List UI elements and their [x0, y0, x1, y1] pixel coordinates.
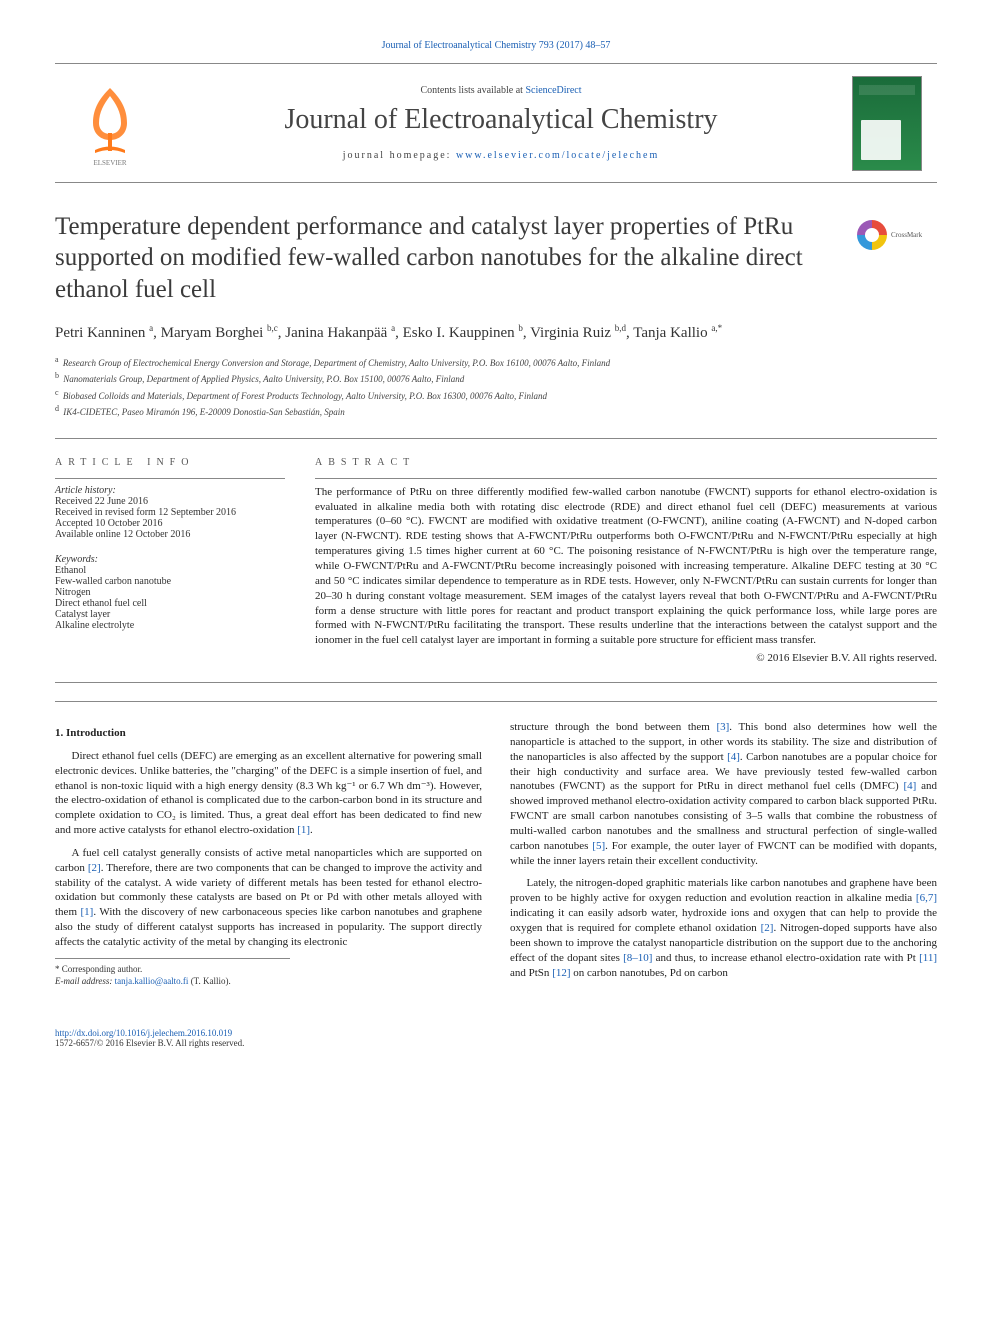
masthead: ELSEVIER Contents lists available at Sci… [55, 63, 937, 183]
p4-text-d: and thus, to increase ethanol electro-ox… [652, 952, 919, 964]
homepage-prefix: journal homepage: [343, 150, 456, 161]
history-line-1: Received in revised form 12 September 20… [55, 507, 285, 518]
keyword-3: Direct ethanol fuel cell [55, 598, 285, 609]
ref-link-67[interactable]: [6,7] [916, 892, 937, 904]
issn-copyright: 1572-6657/© 2016 Elsevier B.V. All right… [55, 1038, 244, 1048]
wide-rule [55, 701, 937, 702]
email-suffix: (T. Kallio). [188, 976, 230, 986]
history-label: Article history: [55, 485, 116, 496]
authors-line: Petri Kanninen a, Maryam Borghei b,c, Ja… [55, 323, 937, 342]
ref-link-1b[interactable]: [1] [81, 906, 94, 918]
intro-para-2: A fuel cell catalyst generally consists … [55, 846, 482, 950]
keyword-4: Catalyst layer [55, 609, 285, 620]
affiliation-d: d IK4-CIDETEC, Paseo Miramón 196, E-2000… [55, 403, 937, 420]
svg-text:ELSEVIER: ELSEVIER [93, 159, 126, 167]
corresponding-author: * Corresponding author. [55, 963, 290, 975]
citation-link[interactable]: Journal of Electroanalytical Chemistry 7… [382, 40, 611, 51]
doi-block: http://dx.doi.org/10.1016/j.jelechem.201… [55, 1028, 937, 1048]
email-link[interactable]: tanja.kallio@aalto.fi [115, 976, 189, 986]
intro-para-1: Direct ethanol fuel cells (DEFC) are eme… [55, 749, 482, 838]
journal-cover-thumbnail [852, 76, 922, 171]
footnotes: * Corresponding author. E-mail address: … [55, 958, 290, 987]
ref-link-4[interactable]: [4] [727, 751, 740, 763]
rule-below-abstract [55, 682, 937, 683]
doi-link[interactable]: http://dx.doi.org/10.1016/j.jelechem.201… [55, 1028, 232, 1038]
crossmark-badge[interactable]: CrossMark [857, 215, 937, 255]
section-heading-intro: 1. Introduction [55, 726, 482, 741]
email-line: E-mail address: tanja.kallio@aalto.fi (T… [55, 976, 231, 986]
email-label: E-mail address: [55, 976, 115, 986]
abstract: abstract The performance of PtRu on thre… [315, 457, 937, 664]
abstract-copyright: © 2016 Elsevier B.V. All rights reserved… [315, 652, 937, 664]
article-title: Temperature dependent performance and ca… [55, 211, 857, 305]
intro-para-4: Lately, the nitrogen-doped graphitic mat… [510, 876, 937, 980]
masthead-center: Contents lists available at ScienceDirec… [165, 77, 837, 169]
history-line-0: Received 22 June 2016 [55, 496, 285, 507]
contents-line: Contents lists available at ScienceDirec… [165, 85, 837, 96]
ref-link-5[interactable]: [5] [592, 840, 605, 852]
journal-name: Journal of Electroanalytical Chemistry [165, 104, 837, 136]
keyword-0: Ethanol [55, 565, 285, 576]
p4-text-a: Lately, the nitrogen-doped graphitic mat… [510, 877, 937, 904]
sciencedirect-link[interactable]: ScienceDirect [525, 85, 581, 96]
p1-text-b: . [310, 824, 313, 836]
info-abstract-row: article info Article history: Received 2… [55, 457, 937, 664]
title-block: Temperature dependent performance and ca… [55, 211, 937, 305]
keyword-1: Few-walled carbon nanotube [55, 576, 285, 587]
p4-text-f: on carbon nanotubes, Pd on carbon [571, 967, 728, 979]
page-root: Journal of Electroanalytical Chemistry 7… [0, 0, 992, 1078]
contents-prefix: Contents lists available at [420, 85, 525, 96]
article-info-heading: article info [55, 457, 285, 468]
abstract-rule [315, 478, 937, 479]
ref-link-3[interactable]: [3] [716, 721, 729, 733]
ref-link-4b[interactable]: [4] [903, 780, 916, 792]
keywords-label: Keywords: [55, 554, 285, 565]
article-info: article info Article history: Received 2… [55, 457, 285, 664]
body-columns: 1. Introduction Direct ethanol fuel cell… [55, 720, 937, 988]
elsevier-tree-logo: ELSEVIER [75, 78, 145, 168]
history-line-2: Accepted 10 October 2016 [55, 518, 285, 529]
affiliations: a Research Group of Electrochemical Ener… [55, 354, 937, 420]
keyword-5: Alkaline electrolyte [55, 620, 285, 631]
ref-link-2b[interactable]: [2] [761, 922, 774, 934]
ref-link-2[interactable]: [2] [88, 862, 101, 874]
p3-text-a: structure through the bond between them [510, 721, 716, 733]
affiliation-a: a Research Group of Electrochemical Ener… [55, 354, 937, 371]
abstract-heading: abstract [315, 457, 937, 468]
homepage-url-link[interactable]: www.elsevier.com/locate/jelechem [456, 150, 659, 161]
keyword-2: Nitrogen [55, 587, 285, 598]
ref-link-1[interactable]: [1] [297, 824, 310, 836]
p2-text-c: . With the discovery of new carbonaceous… [55, 906, 482, 948]
abstract-text: The performance of PtRu on three differe… [315, 485, 937, 648]
ref-link-810[interactable]: [8–10] [623, 952, 652, 964]
elsevier-logo-container: ELSEVIER [55, 63, 165, 183]
p1-text-a: Direct ethanol fuel cells (DEFC) are eme… [55, 750, 482, 836]
ref-link-12[interactable]: [12] [552, 967, 570, 979]
history-line-3: Available online 12 October 2016 [55, 529, 285, 540]
rule-above-info [55, 438, 937, 439]
cover-thumbnail-container [837, 63, 937, 183]
affiliation-b: b Nanomaterials Group, Department of App… [55, 370, 937, 387]
info-rule [55, 478, 285, 479]
crossmark-icon [857, 220, 887, 250]
ref-link-11[interactable]: [11] [919, 952, 937, 964]
intro-para-3: structure through the bond between them … [510, 720, 937, 868]
top-citation-link[interactable]: Journal of Electroanalytical Chemistry 7… [55, 40, 937, 51]
homepage-line: journal homepage: www.elsevier.com/locat… [165, 150, 837, 161]
affiliation-c: c Biobased Colloids and Materials, Depar… [55, 387, 937, 404]
p4-text-e: and PtSn [510, 967, 552, 979]
crossmark-label: CrossMark [891, 231, 922, 239]
